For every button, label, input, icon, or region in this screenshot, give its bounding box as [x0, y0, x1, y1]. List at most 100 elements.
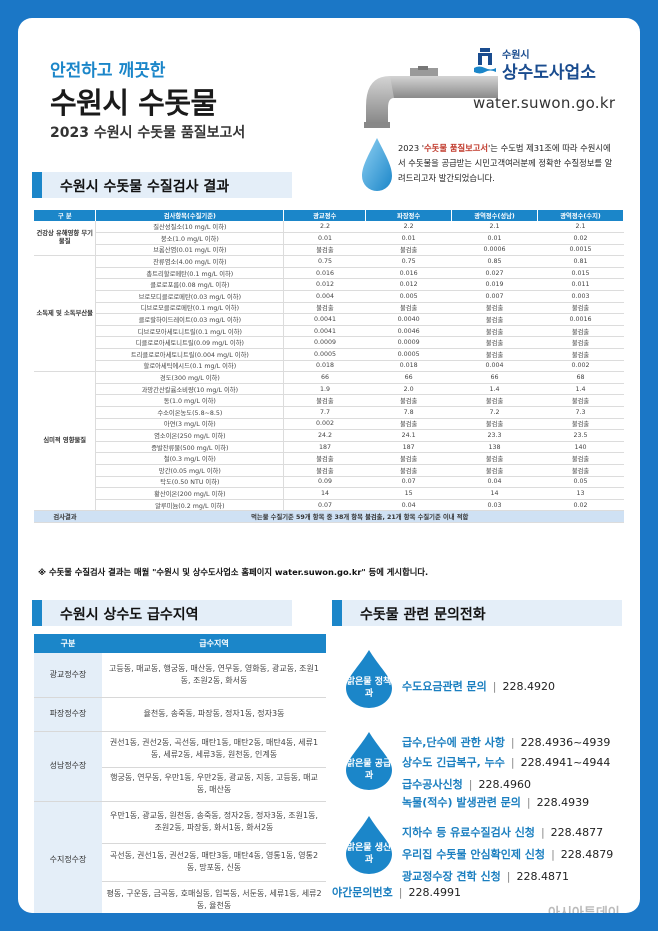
value-cell: 0.07 — [365, 476, 452, 489]
area-cell: 행궁동, 연무동, 우만1동, 우만2동, 광교동, 지동, 고등동, 매교동,… — [102, 767, 326, 802]
value-cell: 2.1 — [537, 221, 624, 234]
contact-label: 상수도 긴급복구, 누수 — [402, 756, 505, 769]
table-row: 붕소(1.0 mg/L 이하) 0.01 0.01 0.01 0.02 — [34, 232, 624, 245]
value-cell: 2.1 — [451, 221, 538, 234]
quality-header-1: 검사항목(수질기준) — [95, 210, 285, 221]
page-title: 수원시 수돗물 — [50, 86, 217, 120]
test-item-cell: 망간(0.05 mg/L 이하) — [95, 464, 285, 477]
website-url[interactable]: water.suwon.go.kr — [473, 94, 616, 112]
value-cell: 불검출 — [451, 418, 538, 431]
separator: | — [510, 756, 515, 769]
table-row: 건강상 유해영향 무기물질 질산성질소(10 mg/L 이하) 2.2 2.2 2.1 2… — [34, 221, 624, 257]
table-row: 심미적 영향물질 경도(300 mg/L 이하) 66 66 66 68 — [34, 371, 624, 512]
test-item-cell: 디브로모아세토니트릴(0.1 mg/L 이하) — [95, 325, 285, 338]
test-item-cell: 트리클로로아세토니트릴(0.004 mg/L 이하) — [95, 348, 285, 361]
supply-row: 파장정수장 율천동, 송죽동, 파장동, 정자1동, 정자3동 — [34, 697, 326, 732]
value-cell: 불검출 — [365, 418, 452, 431]
quality-header-0: 구 분 — [34, 210, 97, 221]
value-cell: 0.85 — [451, 255, 538, 268]
value-cell: 0.003 — [537, 290, 624, 303]
plant-cell: 수지정수장 — [34, 801, 102, 913]
value-cell: 0.81 — [537, 255, 624, 268]
table-row: 총트리할로메탄(0.1 mg/L 이하) 0.016 0.016 0.027 0.015 — [34, 267, 624, 280]
value-cell: 불검출 — [451, 313, 538, 326]
value-cell: 불검출 — [537, 394, 624, 407]
value-cell: 0.004 — [283, 290, 366, 303]
separator: | — [468, 778, 473, 791]
value-cell: 0.01 — [451, 232, 538, 245]
contact-item: 급수공사신청 | 228.4960 — [402, 776, 531, 792]
value-cell: 불검출 — [451, 464, 538, 477]
contact-phone[interactable]: 228.4920 — [502, 680, 556, 693]
logo-mark-icon — [474, 48, 496, 74]
contact-item: 상수도 긴급복구, 누수 | 228.4941~4944 — [402, 754, 610, 770]
value-cell: 불검출 — [451, 394, 538, 407]
table-row: 수소이온농도(5.8~8.5) 7.7 7.8 7.2 7.3 — [34, 406, 624, 419]
contact-phone[interactable]: 228.4960 — [478, 778, 531, 791]
value-cell: 187 — [283, 441, 366, 454]
faucet-icon — [362, 66, 498, 191]
supply-row: 행궁동, 연무동, 우만1동, 우만2동, 광교동, 지동, 고등동, 매교동,… — [34, 767, 326, 802]
value-cell: 7.3 — [537, 406, 624, 419]
table-row: 디브로모아세토니트릴(0.1 mg/L 이하) 0.0041 0.0046 불검출 불검… — [34, 325, 624, 338]
dept-drop-badge: 맑은물 정책과 — [344, 650, 394, 708]
contact-phone[interactable]: 228.4939 — [536, 796, 590, 809]
value-cell: 불검출 — [451, 325, 538, 338]
test-item-cell: 브로모디클로로메탄(0.03 mg/L 이하) — [95, 290, 285, 303]
table-row: 철(0.3 mg/L 이하) 불검출 불검출 불검출 불검출 — [34, 452, 624, 465]
table-row: 할로아세틱에시드(0.1 mg/L 이하) 0.018 0.018 0.004 0.00… — [34, 360, 624, 373]
test-item-cell: 탁도(0.50 NTU 이하) — [95, 476, 285, 489]
value-cell: 14 — [283, 487, 366, 500]
value-cell: 68 — [537, 371, 624, 384]
value-cell: 0.002 — [537, 360, 624, 373]
value-cell: 0.01 — [283, 232, 366, 245]
test-item-cell: 황산이온(200 mg/L 이하) — [95, 487, 285, 500]
test-item-cell: 경도(300 mg/L 이하) — [95, 371, 285, 384]
value-cell: 0.03 — [451, 499, 538, 512]
water-drop-icon — [346, 816, 392, 874]
value-cell: 24.1 — [365, 429, 452, 442]
value-cell: 불검출 — [283, 464, 366, 477]
value-cell: 불검출 — [365, 394, 452, 407]
test-item-cell: 할로아세틱에시드(0.1 mg/L 이하) — [95, 360, 285, 373]
section-header-supply: 수원시 상수도 급수지역 — [32, 600, 292, 626]
value-cell: 불검출 — [537, 348, 624, 361]
value-cell: 0.09 — [283, 476, 366, 489]
contact-label: 급수,단수에 관한 사항 — [402, 736, 505, 749]
value-cell: 24.2 — [283, 429, 366, 442]
plant-cell: 광교정수장 — [34, 653, 102, 698]
watermark: 아시아투데이 — [548, 902, 620, 913]
value-cell: 0.005 — [365, 290, 452, 303]
contact-phone[interactable]: 228.4871 — [516, 870, 569, 883]
supply-row: 수지정수장 우만1동, 광교동, 원천동, 송죽동, 정자2동, 정자3동, 조원… — [34, 801, 326, 913]
quality-table: 구 분 검사항목(수질기준) 광교정수 파장정수 광역정수(성남) 광역정수(수지) 건강… — [34, 210, 624, 523]
contact-phone[interactable]: 228.4936~4939 — [520, 736, 611, 749]
category-cell: 건강상 유해영향 무기물질 — [34, 221, 97, 257]
table-row: 과망간산칼륨소비량(10 mg/L 이하) 1.9 2.0 1.4 1.4 — [34, 383, 624, 396]
plant-cell: 성남정수장 — [34, 731, 102, 802]
test-item-cell: 염소이온(250 mg/L 이하) — [95, 429, 285, 442]
value-cell: 불검출 — [537, 325, 624, 338]
value-cell: 0.012 — [283, 278, 366, 292]
test-item-cell: 브롬산염(0.01 mg/L 이하) — [95, 244, 285, 257]
value-cell: 0.07 — [283, 499, 366, 512]
contact-phone[interactable]: 228.4941~4944 — [520, 756, 611, 769]
contact-item: 급수,단수에 관한 사항 | 228.4936~4939 — [402, 734, 610, 750]
value-cell: 불검출 — [365, 452, 452, 465]
contact-item: 녹물(적수) 발생관련 문의 | 228.4939 — [402, 794, 589, 810]
contact-label: 급수공사신청 — [402, 778, 463, 791]
value-cell: 0.01 — [365, 232, 452, 245]
value-cell: 불검출 — [451, 452, 538, 465]
value-cell: 0.0005 — [283, 348, 366, 361]
supply-row: 광교정수장 고등동, 매교동, 행궁동, 매산동, 연무동, 영화동, 광교동, … — [34, 653, 326, 698]
value-cell: 0.007 — [451, 290, 538, 303]
contact-phone[interactable]: 228.4879 — [560, 848, 614, 861]
value-cell: 0.0015 — [537, 244, 624, 257]
dept-label: 맑은물 생산과 — [346, 843, 392, 865]
value-cell: 불검출 — [537, 302, 624, 315]
result-text: 먹는물 수질기준 59개 항목 중 38개 항목 불검출, 21개 항목 수질기… — [95, 510, 624, 523]
table-row: 브롬산염(0.01 mg/L 이하) 불검출 불검출 0.0006 0.0015 — [34, 244, 624, 257]
test-item-cell: 수소이온농도(5.8~8.5) — [95, 406, 285, 419]
contact-phone[interactable]: 228.4877 — [550, 826, 604, 839]
section-header-quality: 수원시 수돗물 수질검사 결과 — [32, 172, 292, 198]
